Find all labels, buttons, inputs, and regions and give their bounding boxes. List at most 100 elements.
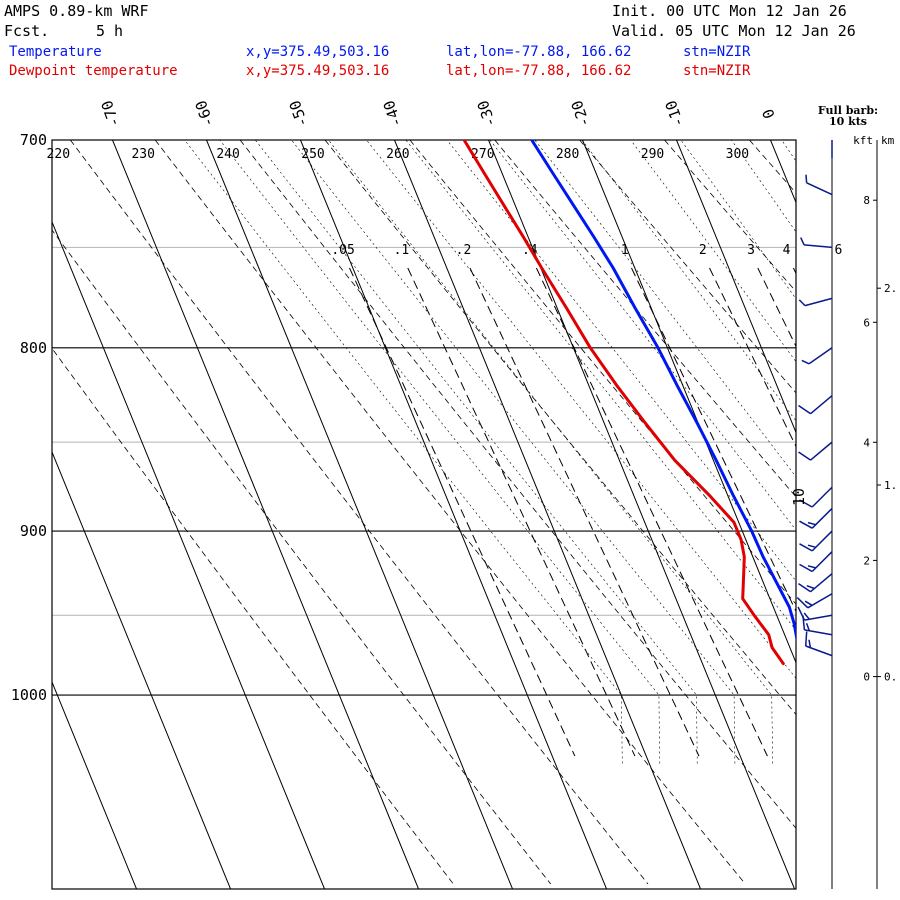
wind-barb-feather-6-0 xyxy=(798,451,812,461)
dry-adiabat-290 xyxy=(664,140,796,293)
moist-adiabat-0 xyxy=(581,140,796,422)
wind-barb-shaft-3 xyxy=(804,297,833,307)
dry-adiabat-270 xyxy=(494,140,796,498)
isotherm--40 xyxy=(394,140,702,889)
moist-adiabat--28 xyxy=(291,140,736,764)
dry-adiabat-label-220: 220 xyxy=(47,147,70,162)
dry-adiabat-280 xyxy=(579,140,796,394)
barb-legend-line1: Full barb: xyxy=(818,104,878,117)
moist-adiabat-20 xyxy=(824,129,900,764)
moist-adiabat--24 xyxy=(328,140,773,764)
wind-barb-feather-9-1 xyxy=(807,544,816,549)
km-tick-0: 0. xyxy=(884,671,897,684)
wind-barb-feather-2-0 xyxy=(800,237,805,246)
wind-barb-feather-14-1 xyxy=(805,622,811,631)
mixing-ratio-2 xyxy=(469,267,700,757)
wind-barb-feather-10-0 xyxy=(799,563,813,573)
wind-barb-feather-11-0 xyxy=(798,582,812,593)
moist-adiabat--8 xyxy=(489,140,796,531)
legend-dewpoint-name: Dewpoint temperature xyxy=(9,63,178,79)
mixing-ratio-label-1: .1 xyxy=(394,243,410,258)
dry-adiabat-label-290: 290 xyxy=(641,147,664,162)
pressure-tick-1000: 1000 xyxy=(11,686,47,704)
dry-adiabat-240 xyxy=(239,140,796,829)
wind-barb-feather-10-1 xyxy=(807,565,816,569)
dry-adiabat-label-260: 260 xyxy=(386,147,409,162)
dry-adiabat-label-230: 230 xyxy=(131,147,154,162)
wind-barb-feather-13-1 xyxy=(803,612,810,620)
legend-dewpoint-stn: stn=NZIR xyxy=(683,63,751,79)
legend-temperature-latlon: lat,lon=-77.88, 166.62 xyxy=(446,44,632,60)
mixing-ratio-label-4: 1 xyxy=(621,243,629,258)
dry-adiabat-260 xyxy=(409,140,796,605)
moist-adiabat-24 xyxy=(872,129,900,764)
moist-adiabat--32 xyxy=(254,140,698,764)
isotherm--100 xyxy=(52,680,138,889)
wind-barb-shaft-7 xyxy=(811,486,833,508)
temperature-tick-1: -60 xyxy=(192,98,218,130)
km-tick-2: 2. xyxy=(884,282,897,295)
mixing-ratio-1 xyxy=(407,267,636,757)
wind-barb-shaft-2 xyxy=(804,244,833,249)
temperature-tick-2: -50 xyxy=(286,98,312,130)
wind-barb-6 xyxy=(798,441,833,461)
mixing-ratio-label-7: 4 xyxy=(783,243,791,258)
moist-adiabat-12 xyxy=(731,140,796,233)
isotherm--80 xyxy=(52,220,326,889)
wind-speed-label: 10 xyxy=(790,488,808,506)
moist-adiabat--20 xyxy=(366,140,796,679)
km-label: km xyxy=(881,134,895,147)
wind-barb-feather-8-0 xyxy=(799,520,813,529)
wind-barb-shaft-5 xyxy=(810,395,833,415)
kft-tick-4: 8 xyxy=(863,194,870,207)
legend-temperature-name: Temperature xyxy=(9,44,102,60)
temperature-tick-4: -30 xyxy=(474,98,500,130)
pressure-tick-900: 900 xyxy=(20,522,47,540)
dry-adiabat-label-270: 270 xyxy=(471,147,494,162)
temperature-tick-3: -40 xyxy=(380,98,406,130)
model-title: AMPS 0.89-km WRF xyxy=(4,2,149,20)
mixing-ratio-label-0: .05 xyxy=(331,243,354,258)
wind-barb-10 xyxy=(799,551,833,573)
isotherm--50 xyxy=(300,140,608,889)
pressure-tick-700: 700 xyxy=(20,131,47,149)
wind-barb-1 xyxy=(805,174,833,196)
isotherm--70 xyxy=(112,140,420,889)
isotherm--90 xyxy=(52,450,232,889)
wind-barb-4 xyxy=(801,347,833,365)
mixing-ratio-label-6: 3 xyxy=(747,243,755,258)
dewpoint-profile xyxy=(462,140,785,666)
kft-tick-0: 0 xyxy=(863,671,870,684)
wind-barb-7 xyxy=(799,486,833,508)
kft-tick-3: 6 xyxy=(863,316,870,329)
wind-barb-feather-5-0 xyxy=(798,404,812,415)
wind-barb-feather-15-0 xyxy=(804,631,808,647)
temperature-tick-0: -70 xyxy=(98,98,124,130)
wind-barb-feather-1-0 xyxy=(805,174,808,183)
wind-barb-feather-12-1 xyxy=(804,600,813,606)
wind-barb-feather-14-0 xyxy=(802,615,806,630)
legend-dewpoint-xy: x,y=375.49,503.16 xyxy=(246,63,390,79)
wind-barb-15 xyxy=(804,631,833,657)
km-tick-1: 1. xyxy=(884,479,897,492)
wind-barb-shaft-4 xyxy=(808,347,833,365)
isotherm--60 xyxy=(206,140,514,889)
dry-adiabat-230 xyxy=(154,140,746,885)
wind-barb-2 xyxy=(800,237,833,249)
valid-time: Valid. 05 UTC Mon 12 Jan 26 xyxy=(612,22,856,40)
wind-barb-3 xyxy=(798,297,833,307)
wind-barb-shaft-6 xyxy=(810,441,833,461)
temperature-tick-7: 0 xyxy=(759,106,779,121)
wind-barb-feather-11-1 xyxy=(806,584,815,590)
legend-temperature-stn: stn=NZIR xyxy=(683,44,751,60)
wind-barb-feather-15-1 xyxy=(808,639,812,648)
isotherm--20 xyxy=(582,140,796,664)
wind-barb-8 xyxy=(799,507,833,529)
wind-barb-feather-3-0 xyxy=(798,299,806,307)
wind-barb-feather-9-0 xyxy=(799,543,813,552)
moist-adiabat--4 xyxy=(534,140,796,478)
dry-adiabat-label-280: 280 xyxy=(556,147,579,162)
wind-barb-feather-7-0 xyxy=(799,499,813,508)
moist-adiabat--36 xyxy=(219,140,661,764)
